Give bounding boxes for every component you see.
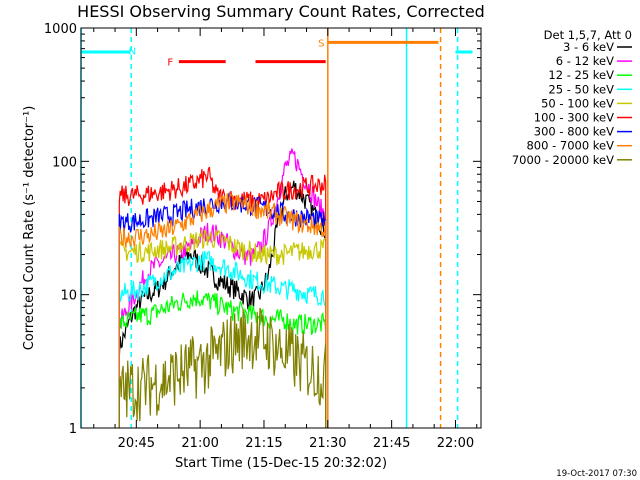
series-line-2 (118, 290, 327, 428)
series-line-7 (118, 191, 327, 428)
series-line-5 (118, 166, 327, 428)
annotation-n: N (129, 46, 136, 57)
x-tick-label: 21:30 (309, 436, 346, 451)
legend-label: 12 - 25 keV (548, 68, 614, 82)
x-axis: 20:45 21:00 21:15 21:30 21:45 22:00 (93, 28, 478, 451)
y-tick-label: 100 (52, 155, 77, 170)
legend-label: 800 - 7000 keV (526, 139, 614, 153)
legend-label: 7000 - 20000 keV (512, 153, 614, 167)
y-tick-label: 1 (69, 422, 77, 437)
legend-label: 25 - 50 keV (548, 82, 614, 96)
legend-label: 6 - 12 keV (556, 54, 614, 68)
plot-frame (80, 27, 482, 429)
x-tick-label: 22:00 (437, 436, 474, 451)
series-line-0 (118, 180, 327, 428)
x-tick-label: 21:45 (373, 436, 410, 451)
legend-title: Det 1,5,7, Att 0 (544, 28, 632, 42)
y-axis-label: Corrected Count Rate (s⁻¹ detector⁻¹) (22, 106, 37, 351)
annotation-f: F (167, 58, 173, 69)
series-line-8 (118, 307, 327, 428)
x-axis-label: Start Time (15-Dec-15 20:32:02) (175, 456, 387, 471)
legend-label: 3 - 6 keV (563, 40, 614, 54)
chart-title: HESSI Observing Summary Count Rates, Cor… (77, 2, 485, 21)
x-tick-label: 20:45 (118, 436, 155, 451)
plot-area: N F S (80, 28, 473, 428)
y-tick-label: 10 (60, 289, 77, 304)
legend-label: 100 - 300 keV (534, 111, 614, 125)
y-tick-label: 1000 (44, 22, 77, 37)
annotation-s: S (318, 38, 324, 49)
footer-timestamp: 19-Oct-2017 07:30 (556, 469, 637, 479)
x-tick-label: 21:00 (181, 436, 218, 451)
series-line-3 (118, 250, 327, 428)
legend-label: 300 - 800 keV (534, 125, 614, 139)
legend-label: 50 - 100 keV (541, 96, 614, 110)
x-tick-label: 21:15 (245, 436, 282, 451)
y-axis: 1 10 100 1000 (44, 22, 481, 437)
series-line-4 (118, 229, 327, 428)
